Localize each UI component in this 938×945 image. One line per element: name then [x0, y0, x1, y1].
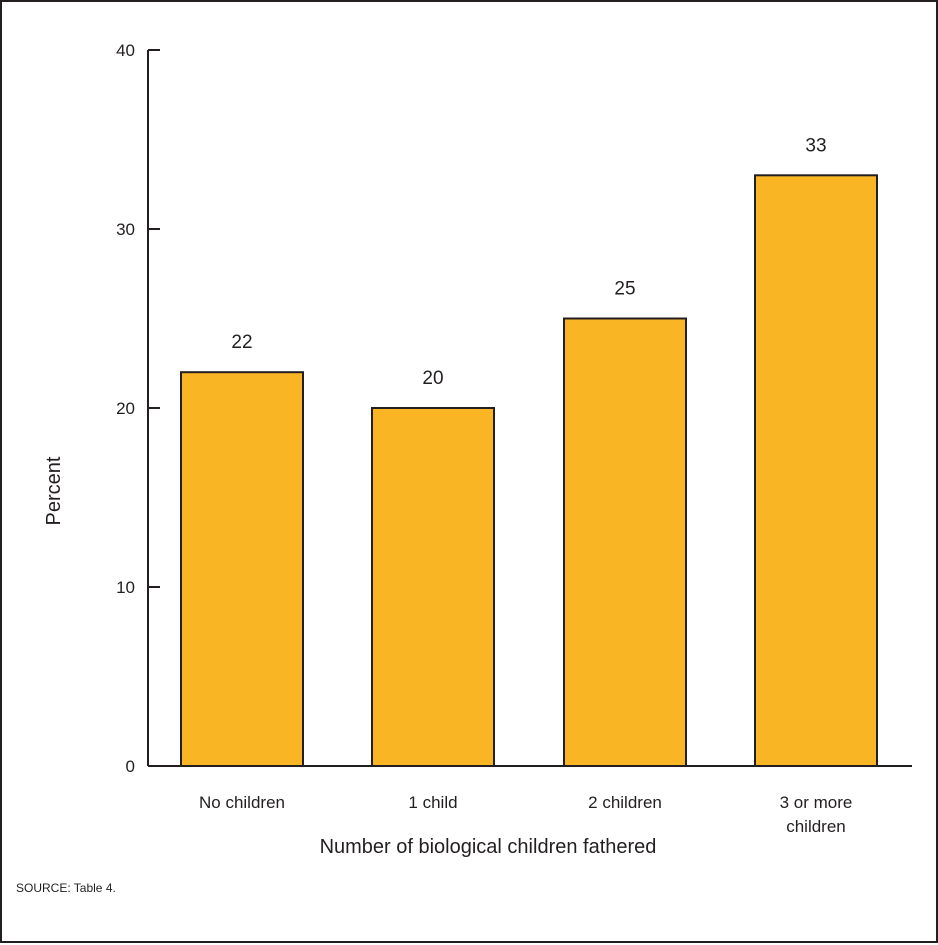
source-note: SOURCE: Table 4. [16, 881, 116, 895]
category-label-line: children [786, 817, 846, 836]
bar-3 [563, 317, 687, 767]
data-label-3: 25 [614, 279, 635, 300]
y-tick-label-40: 40 [116, 41, 135, 60]
bars [180, 174, 878, 768]
category-label-line: 2 children [588, 793, 662, 812]
category-label-line: No children [199, 793, 285, 812]
y-tick-label-30: 30 [116, 220, 135, 239]
data-label-2: 20 [422, 368, 443, 389]
y-tick-label-20: 20 [116, 399, 135, 418]
bar-2 [371, 407, 495, 767]
bar-4 [754, 174, 878, 768]
data-label-1: 22 [231, 332, 252, 353]
x-axis-title: Number of biological children fathered [320, 836, 657, 858]
category-label-2: 1 child [408, 793, 457, 812]
category-label-line: 3 or more [780, 793, 853, 812]
category-label-1: No children [199, 793, 285, 812]
x-axis-category-labels: No children 1 child 2 children 3 or more chi… [199, 793, 852, 836]
y-axis-ticks: 0 10 20 30 40 [116, 41, 160, 776]
category-label-4: 3 or more children [780, 793, 853, 836]
category-label-3: 2 children [588, 793, 662, 812]
category-label-line: 1 child [408, 793, 457, 812]
data-label-4: 33 [805, 135, 826, 156]
bar-1 [180, 371, 304, 767]
data-labels: 22 20 25 33 [231, 135, 826, 389]
y-axis-title: Percent [43, 456, 65, 525]
y-tick-label-10: 10 [116, 578, 135, 597]
y-tick-label-0: 0 [126, 757, 135, 776]
